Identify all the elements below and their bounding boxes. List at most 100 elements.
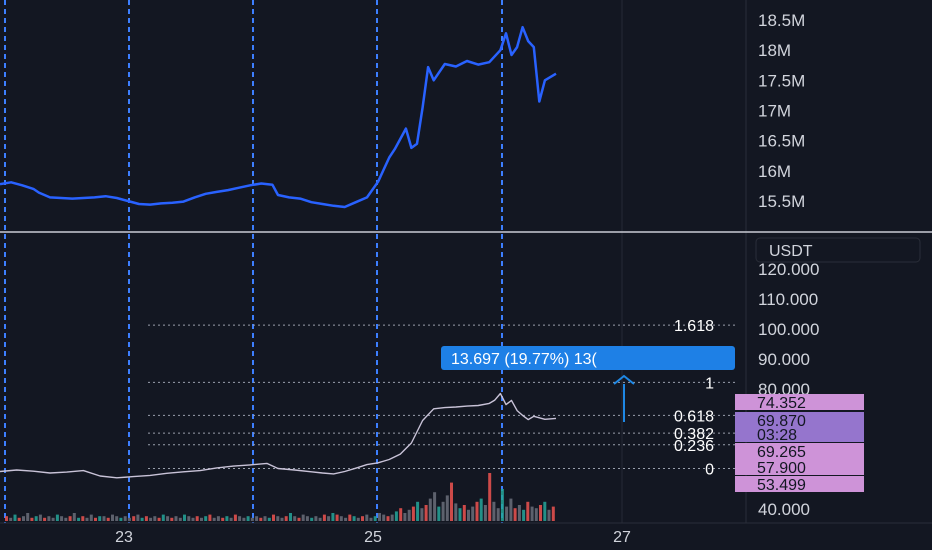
volume-bar	[327, 516, 331, 521]
volume-bar	[233, 514, 237, 521]
volume-bar	[47, 516, 51, 521]
volume-bar	[483, 505, 487, 521]
volume-bar	[119, 517, 123, 521]
volume-bar	[479, 498, 483, 521]
volume-bar	[204, 516, 208, 521]
volume-bar	[178, 517, 182, 521]
time-axis[interactable]: 23 25 27	[115, 529, 631, 546]
volume-bar	[68, 516, 72, 521]
fib-level-label: 0	[705, 462, 714, 479]
volume-bar	[534, 508, 538, 521]
volume-bar	[547, 509, 551, 521]
lower-axis-label: 40.000	[758, 500, 810, 519]
volume-bar	[161, 514, 165, 521]
volume-bar	[356, 517, 360, 521]
volume-bar	[305, 516, 309, 521]
volume-bar	[132, 516, 136, 521]
volume-bar	[259, 517, 263, 521]
volume-bar	[437, 506, 441, 521]
volume-bar	[420, 508, 424, 521]
volume-bar	[60, 516, 64, 521]
volume-bar	[458, 508, 462, 521]
volume-bar	[22, 516, 25, 521]
volume-bar	[267, 517, 271, 521]
volume-bar	[123, 516, 127, 521]
volume-bar	[140, 517, 144, 521]
currency-button-label: USDT	[769, 243, 813, 260]
volume-bar	[238, 516, 242, 521]
volume-bar	[441, 501, 445, 521]
volume-bar	[5, 516, 8, 521]
upper-price-axis: 18.5M 18M 17.5M 17M 16.5M 16M 15.5M	[758, 11, 805, 211]
currency-button[interactable]: USDT	[755, 237, 921, 263]
volume-bar	[38, 514, 42, 521]
volume-bar	[106, 517, 110, 521]
volume-bar	[77, 517, 81, 521]
volume-bar	[293, 516, 297, 521]
volume-bar	[361, 516, 364, 521]
volume-bar	[81, 516, 85, 521]
volume-bar	[450, 482, 453, 521]
fib-level-label: 1	[705, 375, 714, 392]
price-series-line	[0, 392, 557, 479]
lower-axis-label: 120.000	[758, 260, 819, 279]
volume-bar	[9, 517, 13, 521]
price-tag-bg	[735, 426, 864, 442]
volume-bar	[500, 489, 504, 521]
volume-bar	[272, 514, 275, 521]
volume-bar	[433, 492, 437, 521]
price-tag-text: 53.499	[757, 477, 806, 494]
volume-bar	[195, 516, 199, 521]
volume-bar	[149, 517, 153, 521]
volume-bar	[216, 516, 220, 521]
volume-bar	[428, 498, 432, 521]
volume-bar	[543, 501, 547, 521]
price-tag-text: 69.870	[757, 413, 806, 430]
price-tag-bg	[735, 412, 864, 428]
volume-bar	[98, 516, 102, 521]
measure-tool[interactable]: 13.697 (19.77%) 13(	[441, 346, 735, 422]
volume-bar	[89, 514, 93, 521]
volume-bar	[378, 513, 381, 521]
fib-level-label: 0.618	[674, 408, 714, 425]
volume-bar	[310, 517, 314, 521]
volume-bar	[174, 516, 178, 521]
volume-bar	[34, 516, 38, 521]
volume-bar	[513, 508, 517, 521]
currency-button-box	[755, 237, 921, 263]
volume-bar	[276, 516, 280, 521]
upper-axis-label: 15.5M	[758, 192, 805, 211]
volume-bar	[344, 517, 348, 521]
volume-bars	[5, 473, 555, 521]
volume-bar	[43, 517, 47, 521]
price-tag-text: 57.900	[757, 460, 806, 477]
volume-bar	[221, 517, 225, 521]
volume-bar	[348, 514, 352, 521]
volume-bar	[225, 516, 229, 521]
volume-bar	[127, 517, 131, 521]
volume-bar	[339, 516, 343, 521]
volume-bar	[55, 514, 59, 521]
volume-bar	[509, 498, 513, 521]
volume-bar	[170, 517, 174, 521]
volume-bar	[530, 506, 534, 521]
volume-bar	[297, 517, 301, 521]
volume-bar	[496, 508, 500, 521]
volume-bar	[246, 516, 250, 521]
volume-bar	[471, 506, 475, 521]
volume-bar	[284, 516, 288, 521]
upper-series	[0, 25, 557, 209]
volume-bar	[314, 516, 318, 521]
volume-bar	[467, 509, 470, 521]
price-tag-bg	[735, 459, 864, 475]
volume-bar	[94, 517, 97, 521]
volume-bar	[505, 506, 509, 521]
price-tag-text: 74.352	[757, 395, 806, 412]
volume-bar	[242, 517, 246, 521]
volume-bar	[263, 516, 267, 521]
volume-bar	[369, 517, 373, 521]
